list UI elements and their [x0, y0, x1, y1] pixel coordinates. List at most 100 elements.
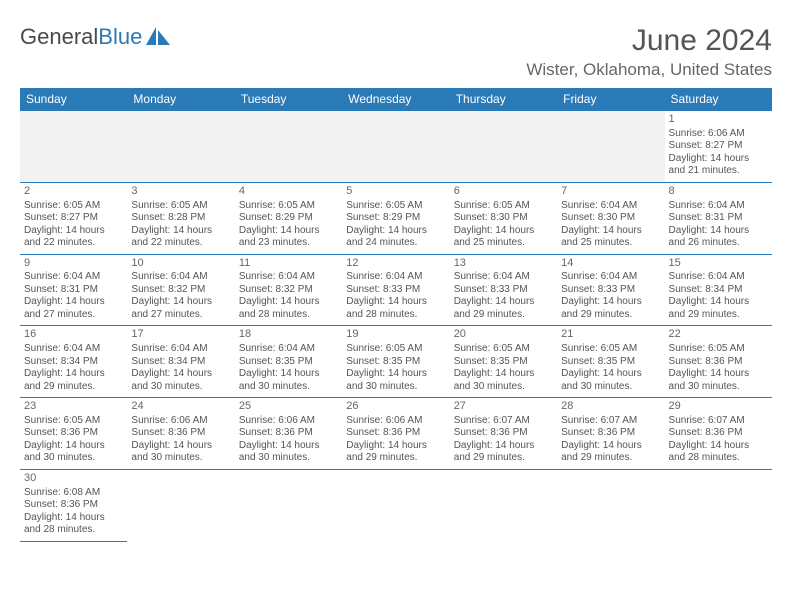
calendar-day-cell: 23Sunrise: 6:05 AMSunset: 8:36 PMDayligh…	[20, 398, 127, 470]
sunrise-line: Sunrise: 6:04 AM	[24, 343, 123, 356]
sunrise-line: Sunrise: 6:04 AM	[454, 271, 553, 284]
sunset-line: Sunset: 8:36 PM	[24, 427, 123, 440]
sunrise-line: Sunrise: 6:04 AM	[24, 271, 123, 284]
logo-text-1: General	[20, 24, 98, 50]
sunset-line: Sunset: 8:35 PM	[239, 356, 338, 369]
calendar-day-cell: 6Sunrise: 6:05 AMSunset: 8:30 PMDaylight…	[450, 182, 557, 254]
sunset-line: Sunset: 8:27 PM	[24, 212, 123, 225]
daylight-line: Daylight: 14 hours and 23 minutes.	[239, 225, 338, 250]
sunset-line: Sunset: 8:33 PM	[454, 284, 553, 297]
calendar-day-cell: 20Sunrise: 6:05 AMSunset: 8:35 PMDayligh…	[450, 326, 557, 398]
sunset-line: Sunset: 8:30 PM	[454, 212, 553, 225]
daylight-line: Daylight: 14 hours and 30 minutes.	[669, 368, 768, 393]
calendar-week-row: 1Sunrise: 6:06 AMSunset: 8:27 PMDaylight…	[20, 111, 772, 183]
day-number: 22	[669, 328, 768, 342]
calendar-empty-cell	[557, 469, 664, 541]
day-header: Monday	[127, 88, 234, 111]
logo: GeneralBlue	[20, 24, 172, 50]
sunrise-line: Sunrise: 6:05 AM	[561, 343, 660, 356]
sunrise-line: Sunrise: 6:04 AM	[561, 271, 660, 284]
sunset-line: Sunset: 8:35 PM	[561, 356, 660, 369]
sunrise-line: Sunrise: 6:05 AM	[24, 415, 123, 428]
day-number: 26	[346, 400, 445, 414]
daylight-line: Daylight: 14 hours and 24 minutes.	[346, 225, 445, 250]
day-number: 17	[131, 328, 230, 342]
day-number: 20	[454, 328, 553, 342]
sunset-line: Sunset: 8:33 PM	[346, 284, 445, 297]
day-number: 4	[239, 185, 338, 199]
sunrise-line: Sunrise: 6:05 AM	[131, 200, 230, 213]
day-number: 16	[24, 328, 123, 342]
calendar-day-cell: 12Sunrise: 6:04 AMSunset: 8:33 PMDayligh…	[342, 254, 449, 326]
document-header: GeneralBlue June 2024 Wister, Oklahoma, …	[20, 24, 772, 80]
day-number: 2	[24, 185, 123, 199]
daylight-line: Daylight: 14 hours and 21 minutes.	[669, 153, 768, 178]
daylight-line: Daylight: 14 hours and 25 minutes.	[454, 225, 553, 250]
calendar-empty-cell	[450, 111, 557, 183]
calendar-empty-cell	[20, 111, 127, 183]
calendar-day-cell: 28Sunrise: 6:07 AMSunset: 8:36 PMDayligh…	[557, 398, 664, 470]
calendar-week-row: 23Sunrise: 6:05 AMSunset: 8:36 PMDayligh…	[20, 398, 772, 470]
day-header: Tuesday	[235, 88, 342, 111]
calendar-empty-cell	[235, 469, 342, 541]
day-number: 14	[561, 257, 660, 271]
calendar-day-cell: 5Sunrise: 6:05 AMSunset: 8:29 PMDaylight…	[342, 182, 449, 254]
calendar-day-cell: 2Sunrise: 6:05 AMSunset: 8:27 PMDaylight…	[20, 182, 127, 254]
sunset-line: Sunset: 8:27 PM	[669, 140, 768, 153]
calendar-empty-cell	[342, 111, 449, 183]
daylight-line: Daylight: 14 hours and 28 minutes.	[24, 512, 123, 537]
calendar-day-cell: 14Sunrise: 6:04 AMSunset: 8:33 PMDayligh…	[557, 254, 664, 326]
daylight-line: Daylight: 14 hours and 29 minutes.	[669, 296, 768, 321]
day-number: 24	[131, 400, 230, 414]
calendar-table: SundayMondayTuesdayWednesdayThursdayFrid…	[20, 88, 772, 542]
daylight-line: Daylight: 14 hours and 30 minutes.	[24, 440, 123, 465]
day-number: 12	[346, 257, 445, 271]
sunrise-line: Sunrise: 6:07 AM	[669, 415, 768, 428]
sunset-line: Sunset: 8:36 PM	[24, 499, 123, 512]
location-text: Wister, Oklahoma, United States	[526, 60, 772, 80]
calendar-day-cell: 9Sunrise: 6:04 AMSunset: 8:31 PMDaylight…	[20, 254, 127, 326]
calendar-day-cell: 10Sunrise: 6:04 AMSunset: 8:32 PMDayligh…	[127, 254, 234, 326]
sunset-line: Sunset: 8:32 PM	[239, 284, 338, 297]
day-header: Wednesday	[342, 88, 449, 111]
day-number: 8	[669, 185, 768, 199]
calendar-empty-cell	[235, 111, 342, 183]
day-number: 9	[24, 257, 123, 271]
calendar-day-cell: 22Sunrise: 6:05 AMSunset: 8:36 PMDayligh…	[665, 326, 772, 398]
calendar-day-cell: 18Sunrise: 6:04 AMSunset: 8:35 PMDayligh…	[235, 326, 342, 398]
sunset-line: Sunset: 8:30 PM	[561, 212, 660, 225]
daylight-line: Daylight: 14 hours and 28 minutes.	[346, 296, 445, 321]
day-number: 7	[561, 185, 660, 199]
sunset-line: Sunset: 8:36 PM	[669, 427, 768, 440]
daylight-line: Daylight: 14 hours and 26 minutes.	[669, 225, 768, 250]
day-number: 1	[669, 113, 768, 127]
daylight-line: Daylight: 14 hours and 27 minutes.	[24, 296, 123, 321]
day-number: 25	[239, 400, 338, 414]
calendar-day-cell: 3Sunrise: 6:05 AMSunset: 8:28 PMDaylight…	[127, 182, 234, 254]
sunset-line: Sunset: 8:36 PM	[669, 356, 768, 369]
sunset-line: Sunset: 8:34 PM	[131, 356, 230, 369]
calendar-empty-cell	[665, 469, 772, 541]
calendar-day-cell: 13Sunrise: 6:04 AMSunset: 8:33 PMDayligh…	[450, 254, 557, 326]
title-block: June 2024 Wister, Oklahoma, United State…	[526, 24, 772, 80]
day-header: Friday	[557, 88, 664, 111]
calendar-day-cell: 16Sunrise: 6:04 AMSunset: 8:34 PMDayligh…	[20, 326, 127, 398]
sunrise-line: Sunrise: 6:07 AM	[561, 415, 660, 428]
calendar-day-cell: 26Sunrise: 6:06 AMSunset: 8:36 PMDayligh…	[342, 398, 449, 470]
calendar-day-cell: 21Sunrise: 6:05 AMSunset: 8:35 PMDayligh…	[557, 326, 664, 398]
sunset-line: Sunset: 8:34 PM	[24, 356, 123, 369]
day-number: 23	[24, 400, 123, 414]
daylight-line: Daylight: 14 hours and 29 minutes.	[454, 296, 553, 321]
sunrise-line: Sunrise: 6:05 AM	[454, 200, 553, 213]
day-number: 11	[239, 257, 338, 271]
calendar-empty-cell	[127, 469, 234, 541]
calendar-week-row: 9Sunrise: 6:04 AMSunset: 8:31 PMDaylight…	[20, 254, 772, 326]
sunrise-line: Sunrise: 6:06 AM	[669, 128, 768, 141]
daylight-line: Daylight: 14 hours and 27 minutes.	[131, 296, 230, 321]
daylight-line: Daylight: 14 hours and 28 minutes.	[669, 440, 768, 465]
calendar-day-cell: 4Sunrise: 6:05 AMSunset: 8:29 PMDaylight…	[235, 182, 342, 254]
sunset-line: Sunset: 8:29 PM	[346, 212, 445, 225]
sunrise-line: Sunrise: 6:04 AM	[239, 343, 338, 356]
day-header: Thursday	[450, 88, 557, 111]
daylight-line: Daylight: 14 hours and 25 minutes.	[561, 225, 660, 250]
